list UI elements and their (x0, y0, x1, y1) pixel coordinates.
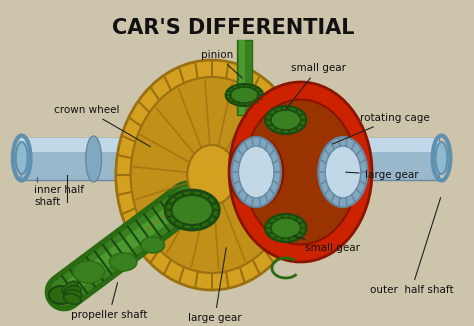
Ellipse shape (141, 237, 164, 253)
Ellipse shape (229, 82, 372, 262)
Text: CAR'S DIFFERENTIAL: CAR'S DIFFERENTIAL (112, 18, 355, 38)
Bar (239, 40, 246, 115)
Ellipse shape (109, 253, 137, 271)
Ellipse shape (116, 60, 308, 290)
Text: large gear: large gear (346, 170, 418, 180)
Ellipse shape (230, 87, 258, 103)
Ellipse shape (165, 190, 219, 230)
Text: rotating cage: rotating cage (333, 113, 429, 144)
Text: small gear: small gear (293, 236, 361, 253)
Text: large gear: large gear (188, 248, 242, 323)
Ellipse shape (62, 281, 78, 294)
Ellipse shape (73, 261, 104, 283)
Bar (20, 138, 192, 152)
Ellipse shape (436, 142, 447, 174)
Ellipse shape (325, 146, 361, 198)
Ellipse shape (271, 218, 301, 238)
Ellipse shape (172, 195, 213, 225)
Ellipse shape (86, 136, 101, 182)
Bar (237, 40, 252, 115)
Text: inner half
shaft: inner half shaft (35, 185, 84, 207)
Ellipse shape (319, 137, 367, 207)
Bar (350, 138, 438, 152)
Text: crown wheel: crown wheel (54, 105, 150, 147)
Ellipse shape (130, 77, 293, 273)
Ellipse shape (64, 293, 81, 304)
Ellipse shape (64, 290, 82, 300)
Ellipse shape (229, 137, 283, 207)
Ellipse shape (64, 286, 81, 296)
Ellipse shape (238, 146, 274, 198)
Ellipse shape (187, 145, 237, 205)
Ellipse shape (271, 110, 301, 130)
Text: propeller shaft: propeller shaft (71, 283, 147, 320)
Text: small gear: small gear (285, 63, 346, 110)
Text: outer  half shaft: outer half shaft (370, 198, 453, 295)
Bar (350, 138, 438, 180)
Ellipse shape (320, 147, 360, 197)
Ellipse shape (226, 84, 263, 106)
Text: pinion: pinion (201, 50, 242, 78)
Ellipse shape (244, 99, 357, 244)
Ellipse shape (265, 214, 307, 242)
Ellipse shape (16, 142, 27, 174)
Bar (20, 138, 192, 180)
Ellipse shape (49, 286, 73, 304)
Ellipse shape (232, 137, 281, 207)
Ellipse shape (265, 106, 307, 134)
